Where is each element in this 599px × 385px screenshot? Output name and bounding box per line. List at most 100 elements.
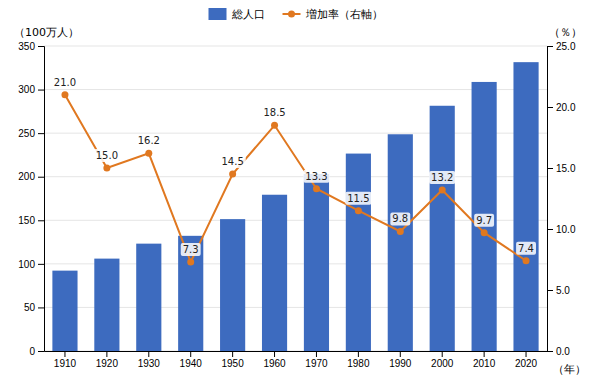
y-tick-mark	[38, 133, 44, 134]
y2-tick: 20.0	[547, 102, 576, 113]
bar	[94, 259, 119, 351]
x-tick-label: 2020	[515, 358, 538, 369]
bar	[136, 244, 161, 351]
data-labels: 21.015.016.27.314.518.513.311.59.813.29.…	[52, 76, 536, 256]
data-label-bg	[136, 134, 162, 147]
data-label: 11.5	[347, 193, 369, 204]
y-tick-mark	[38, 220, 44, 221]
legend-marker	[288, 11, 295, 18]
x-tick-mark	[64, 351, 65, 357]
y2-tick-label: 5.0	[556, 285, 570, 296]
bar	[430, 106, 455, 351]
chart: 1910192019301940195019601970198019902000…	[0, 0, 599, 385]
x-tick-label: 1970	[305, 358, 328, 369]
marker	[145, 150, 152, 157]
y2-tick-label: 25.0	[556, 41, 576, 52]
x-tick-label: 1960	[263, 358, 286, 369]
data-label: 9.7	[476, 215, 492, 226]
x-tick-mark	[274, 351, 275, 357]
bar	[52, 271, 77, 351]
y2-tick: 15.0	[547, 163, 576, 174]
y2-tick-mark	[547, 168, 553, 169]
y2-tick-mark	[547, 290, 553, 291]
x-tick-mark	[148, 351, 149, 357]
y-tick-label: 100	[18, 259, 35, 270]
x-tick: 1910	[54, 351, 77, 369]
x-tick-label: 2000	[431, 358, 454, 369]
x-axis: 1910 1920 1930 1940 1950 1960 1970 1980 1990 2000…	[45, 351, 548, 369]
x-tick-label: 1940	[180, 358, 203, 369]
marker	[187, 258, 194, 265]
marker	[229, 171, 236, 178]
data-label: 18.5	[263, 107, 285, 118]
y-tick: 50	[24, 302, 44, 313]
y2-tick-label: 0.0	[556, 346, 570, 357]
y2-tick: 5.0	[547, 285, 570, 296]
marker	[355, 207, 362, 214]
x-tick-label: 1920	[96, 358, 119, 369]
marker	[397, 228, 404, 235]
y-tick: 250	[18, 128, 44, 139]
y-tick-mark	[38, 351, 44, 352]
x-tick: 1980	[347, 351, 370, 369]
x-axis-title: （年）	[553, 363, 586, 376]
data-label: 15.0	[96, 150, 118, 161]
y-tick: 100	[18, 259, 44, 270]
y-tick-mark	[38, 46, 44, 47]
data-label-bg	[94, 149, 120, 162]
x-tick: 2020	[515, 351, 538, 369]
y-tick-label: 0	[29, 346, 35, 357]
y-tick: 150	[18, 215, 44, 226]
y2-tick-label: 15.0	[556, 163, 576, 174]
y-tick-label: 300	[18, 84, 35, 95]
x-tick-label: 1930	[138, 358, 161, 369]
x-tick-label: 1990	[389, 358, 412, 369]
marker	[61, 91, 68, 98]
bar	[346, 154, 371, 351]
y2-tick-mark	[547, 107, 553, 108]
y-tick: 0	[29, 346, 44, 357]
x-tick-mark	[400, 351, 401, 357]
grid	[44, 46, 547, 351]
y-tick: 200	[18, 171, 44, 182]
axis-line	[548, 47, 554, 352]
data-label-bg	[303, 170, 329, 183]
x-tick-mark	[358, 351, 359, 357]
data-label-bg	[181, 243, 201, 256]
data-label: 16.2	[138, 135, 160, 146]
data-label-bg	[390, 212, 410, 225]
x-tick-mark	[232, 351, 233, 357]
line	[65, 95, 526, 262]
y2-axis: 0.05.010.015.020.025.0	[547, 41, 576, 357]
y-tick-mark	[38, 264, 44, 265]
y2-tick: 25.0	[547, 41, 576, 52]
y-axis-title: （100万人）	[14, 26, 79, 39]
bar	[513, 62, 538, 351]
x-tick-mark	[106, 351, 107, 357]
bar	[262, 195, 287, 351]
y-tick-label: 250	[18, 128, 35, 139]
x-tick-label: 1950	[222, 358, 245, 369]
y2-axis-title: （％）	[549, 26, 582, 39]
axis-line	[45, 351, 548, 352]
x-tick-mark	[526, 351, 527, 357]
y-tick-label: 350	[18, 41, 35, 52]
x-tick: 1940	[180, 351, 203, 369]
marker	[103, 165, 110, 172]
legend-item: 総人口	[209, 8, 265, 21]
y2-tick-mark	[547, 229, 553, 230]
x-tick: 1920	[96, 351, 119, 369]
data-label-bg	[474, 214, 494, 227]
y-tick: 350	[18, 41, 44, 52]
data-label-bg	[516, 242, 536, 255]
y-tick-mark	[38, 177, 44, 178]
data-label-bg	[52, 76, 78, 89]
x-tick: 1930	[138, 351, 161, 369]
legend-item: 増加率（右軸）	[283, 8, 383, 21]
y2-tick: 0.0	[547, 346, 570, 357]
x-tick-mark	[484, 351, 485, 357]
marker	[523, 257, 530, 264]
x-tick-label: 1980	[347, 358, 370, 369]
data-label: 9.8	[392, 213, 408, 224]
marker	[313, 185, 320, 192]
